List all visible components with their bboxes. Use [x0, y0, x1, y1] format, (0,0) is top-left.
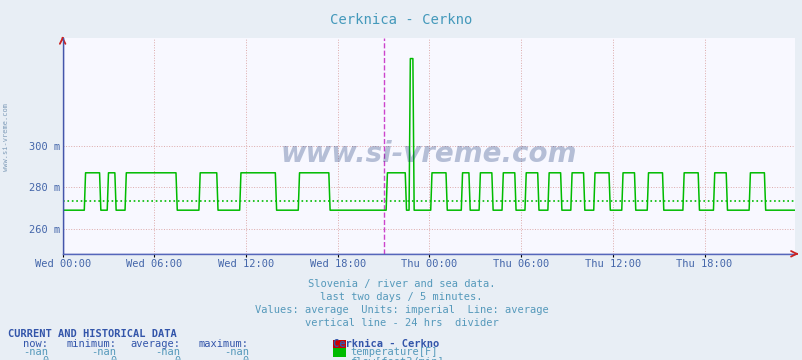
Text: -nan: -nan [224, 347, 249, 357]
Text: 0: 0 [110, 356, 116, 360]
Text: Slovenia / river and sea data.: Slovenia / river and sea data. [307, 279, 495, 289]
Text: maximum:: maximum: [199, 339, 249, 350]
Text: Cerknica - Cerkno: Cerknica - Cerkno [330, 13, 472, 27]
Text: vertical line - 24 hrs  divider: vertical line - 24 hrs divider [304, 318, 498, 328]
Text: -nan: -nan [156, 347, 180, 357]
Text: now:: now: [23, 339, 48, 350]
Text: minimum:: minimum: [67, 339, 116, 350]
Text: Values: average  Units: imperial  Line: average: Values: average Units: imperial Line: av… [254, 305, 548, 315]
Text: -nan: -nan [23, 347, 48, 357]
Text: temperature[F]: temperature[F] [350, 347, 437, 357]
Text: flow[foot3/min]: flow[foot3/min] [350, 356, 444, 360]
Text: www.si-vreme.com: www.si-vreme.com [280, 140, 577, 168]
Text: 0: 0 [242, 356, 249, 360]
Text: Cerknica - Cerkno: Cerknica - Cerkno [333, 339, 439, 350]
Text: CURRENT AND HISTORICAL DATA: CURRENT AND HISTORICAL DATA [8, 329, 176, 339]
Text: last two days / 5 minutes.: last two days / 5 minutes. [320, 292, 482, 302]
Text: www.si-vreme.com: www.si-vreme.com [3, 103, 10, 171]
Text: 0: 0 [42, 356, 48, 360]
Text: -nan: -nan [91, 347, 116, 357]
Text: average:: average: [131, 339, 180, 350]
Text: 0: 0 [174, 356, 180, 360]
